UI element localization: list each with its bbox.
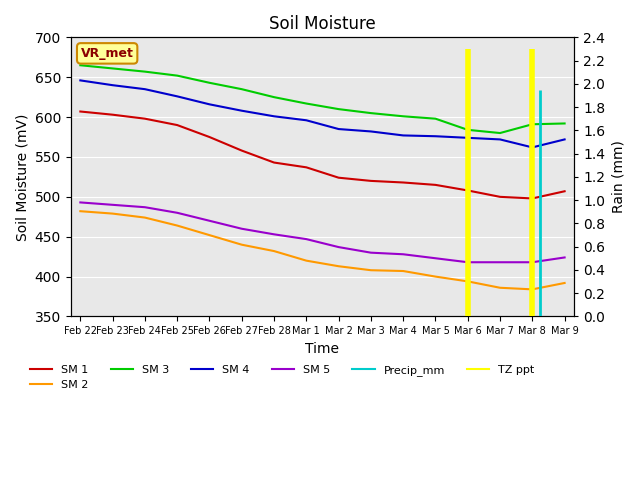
Title: Soil Moisture: Soil Moisture (269, 15, 376, 33)
Legend: SM 1, SM 2, SM 3, SM 4, SM 5, Precip_mm, TZ ppt: SM 1, SM 2, SM 3, SM 4, SM 5, Precip_mm,… (26, 360, 539, 395)
Y-axis label: Rain (mm): Rain (mm) (611, 141, 625, 213)
X-axis label: Time: Time (305, 342, 339, 356)
Y-axis label: Soil Moisture (mV): Soil Moisture (mV) (15, 113, 29, 240)
Text: VR_met: VR_met (81, 47, 134, 60)
